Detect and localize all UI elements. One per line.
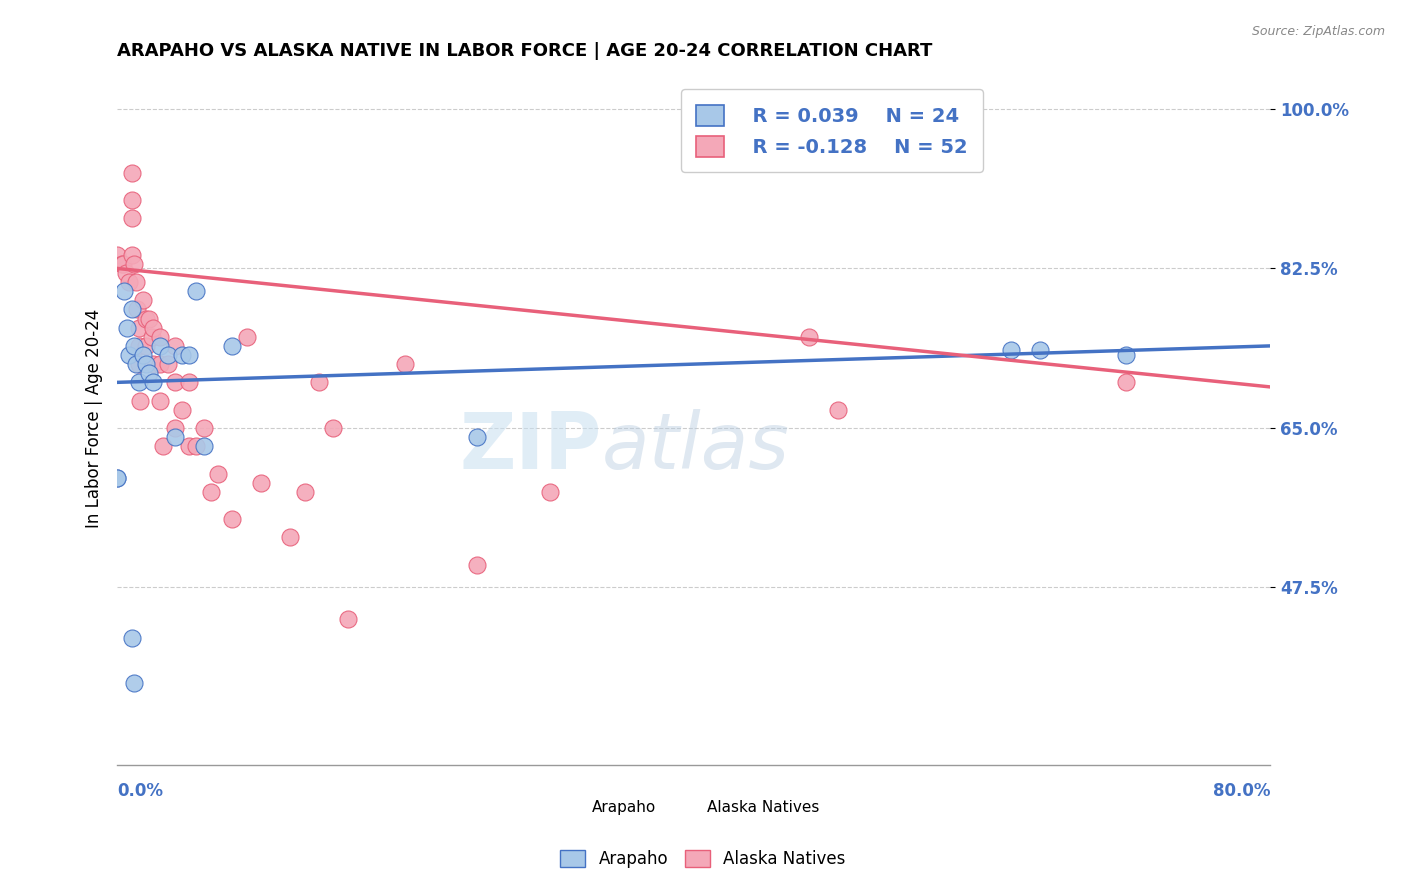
Point [124, 339, 146, 353]
Point [111, 257, 134, 271]
Point [179, 376, 201, 390]
Point [121, 302, 143, 317]
Point [121, 631, 143, 645]
Point [135, 339, 157, 353]
Point [149, 357, 172, 371]
Text: ARAPAHO VS ALASKA NATIVE IN LABOR FORCE | AGE 20-24 CORRELATION CHART: ARAPAHO VS ALASKA NATIVE IN LABOR FORCE … [117, 42, 932, 60]
Legend: Arapaho, Alaska Natives: Arapaho, Alaska Natives [554, 843, 852, 875]
Point [294, 484, 316, 499]
Point [128, 376, 150, 390]
Point [797, 330, 820, 344]
Point [179, 348, 201, 362]
Point [156, 348, 179, 362]
Point [322, 421, 344, 435]
Point [124, 257, 146, 271]
Point [467, 558, 489, 572]
Text: 0.0%: 0.0% [117, 781, 163, 799]
Point [129, 393, 152, 408]
Point [105, 248, 128, 262]
Point [170, 402, 193, 417]
Point [170, 348, 193, 362]
Point [125, 357, 148, 371]
Text: Alaska Natives: Alaska Natives [707, 800, 820, 815]
Point [308, 376, 330, 390]
Point [121, 248, 143, 262]
Y-axis label: In Labor Force | Age 20-24: In Labor Force | Age 20-24 [86, 310, 103, 528]
Text: atlas: atlas [602, 409, 789, 484]
Point [1115, 376, 1137, 390]
Point [827, 402, 849, 417]
Point [118, 275, 141, 289]
Point [278, 530, 301, 544]
Point [149, 339, 172, 353]
Point [186, 284, 208, 298]
Legend:   R = 0.039    N = 24,   R = -0.128    N = 52: R = 0.039 N = 24, R = -0.128 N = 52 [681, 89, 983, 172]
Point [163, 339, 186, 353]
Point [135, 357, 157, 371]
Point [135, 311, 157, 326]
Point [336, 612, 359, 626]
Point [132, 293, 155, 308]
Point [142, 320, 165, 334]
Point [1115, 348, 1137, 362]
Point [128, 357, 150, 371]
Point [141, 330, 163, 344]
Point [163, 430, 186, 444]
Text: ZIP: ZIP [460, 409, 602, 484]
Point [152, 439, 174, 453]
Point [538, 484, 561, 499]
Point [207, 467, 229, 481]
Point [110, 257, 132, 271]
Point [179, 439, 201, 453]
Point [467, 430, 489, 444]
Point [118, 348, 141, 362]
Point [112, 284, 135, 298]
Point [124, 676, 146, 690]
Point [117, 320, 139, 334]
Point [193, 421, 215, 435]
Point [200, 484, 222, 499]
Text: Arapaho: Arapaho [592, 800, 657, 815]
Point [394, 357, 416, 371]
Point [236, 330, 259, 344]
Point [121, 193, 143, 207]
Point [132, 348, 155, 362]
Point [221, 339, 243, 353]
Point [163, 421, 186, 435]
Point [121, 166, 143, 180]
Point [142, 357, 165, 371]
Point [128, 339, 150, 353]
Point [142, 376, 165, 390]
Text: 80.0%: 80.0% [1212, 781, 1270, 799]
Point [121, 211, 143, 226]
Point [1000, 343, 1022, 358]
Text: Source: ZipAtlas.com: Source: ZipAtlas.com [1251, 25, 1385, 38]
Point [193, 439, 215, 453]
Point [1028, 343, 1050, 358]
Point [149, 393, 172, 408]
Point [250, 475, 273, 490]
Point [127, 302, 149, 317]
Point [125, 275, 148, 289]
Point [105, 471, 128, 485]
Point [114, 266, 136, 280]
Point [163, 376, 186, 390]
Point [149, 330, 172, 344]
Point [156, 357, 179, 371]
Point [128, 320, 150, 334]
Point [105, 471, 128, 485]
Point [138, 366, 160, 380]
Point [138, 311, 160, 326]
Point [221, 512, 243, 526]
Point [186, 439, 208, 453]
